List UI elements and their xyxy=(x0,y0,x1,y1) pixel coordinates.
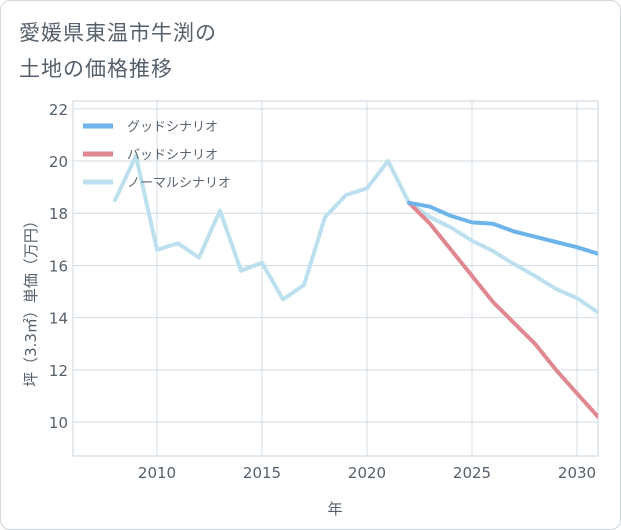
y-tick-label: 12 xyxy=(49,362,68,380)
y-tick-label: 22 xyxy=(49,101,68,119)
legend-good-label: グッドシナリオ xyxy=(127,120,218,135)
y-tick-label: 16 xyxy=(49,257,68,275)
x-tick-label: 2030 xyxy=(558,464,596,482)
title-line-2: 土地の価格推移 xyxy=(19,57,173,81)
plot-area xyxy=(72,100,599,457)
x-axis-label: 年 xyxy=(327,500,342,518)
y-axis-label: 坪（3.3㎡）単価（万円） xyxy=(22,213,40,387)
legend-normal-label: ノーマルシナリオ xyxy=(127,176,231,191)
title-line-1: 愛媛県東温市牛渕の xyxy=(19,21,217,45)
x-tick-label: 2020 xyxy=(348,464,386,482)
y-tick-label: 18 xyxy=(49,205,68,223)
axis-ticks: 2010 2015 2020 2025 2030 10 12 14 16 18 20 22 xyxy=(49,101,596,482)
y-tick-label: 14 xyxy=(49,310,68,328)
bad-scenario-line xyxy=(407,200,598,419)
y-tick-label: 10 xyxy=(49,414,68,432)
x-tick-label: 2015 xyxy=(243,464,281,482)
chart-title: 愛媛県東温市牛渕の 土地の価格推移 xyxy=(19,15,217,87)
grid-lines xyxy=(73,101,598,456)
series-lines xyxy=(113,153,598,419)
y-tick-label: 20 xyxy=(49,153,68,171)
normal-scenario-line xyxy=(113,153,598,315)
x-tick-label: 2025 xyxy=(453,464,491,482)
legend-bad-label: バッドシナリオ xyxy=(127,148,218,163)
good-scenario-line xyxy=(407,200,598,256)
x-tick-label: 2010 xyxy=(138,464,176,482)
